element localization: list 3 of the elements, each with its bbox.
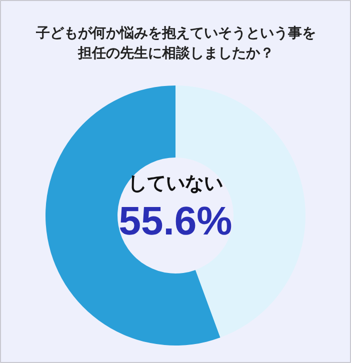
chart-title: 子どもが何か悩みを抱えていそうという事を担任の先生に相談しましたか？ xyxy=(35,26,316,62)
slice-label: していない xyxy=(128,172,223,194)
data-label: 55.6% xyxy=(118,200,232,244)
